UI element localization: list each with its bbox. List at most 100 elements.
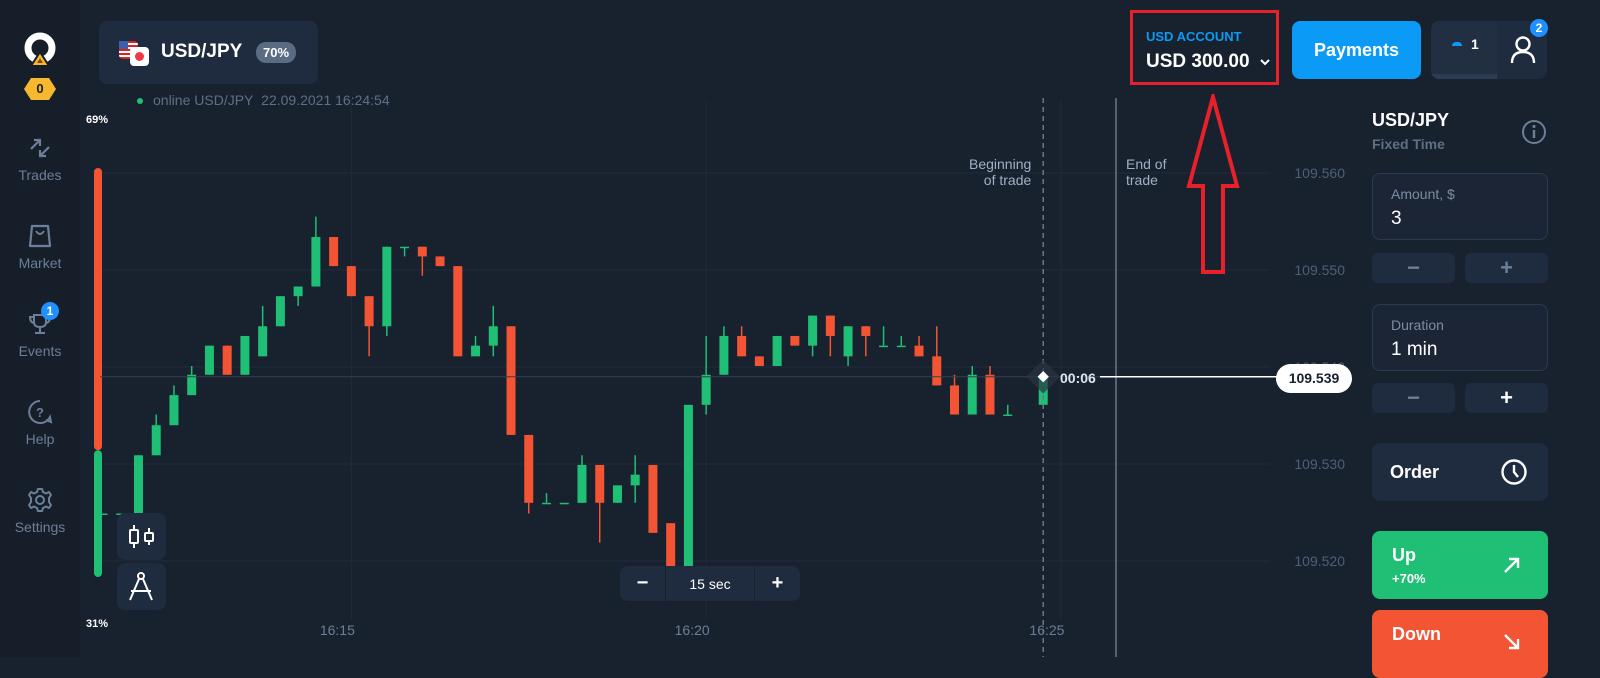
- status-datetime: 22.09.2021 16:24:54: [261, 92, 390, 108]
- price-chart[interactable]: 109.520109.530109.540109.550109.56016:15…: [80, 92, 1356, 657]
- payout-badge: 70%: [256, 42, 297, 63]
- panel-asset: USD/JPY: [1372, 110, 1450, 130]
- profile-icon[interactable]: [1509, 35, 1537, 65]
- candle-body: [825, 315, 835, 336]
- candle-up: [896, 335, 906, 348]
- up-button[interactable]: Up +70%: [1372, 531, 1548, 599]
- candle-down: [950, 374, 960, 415]
- candle-up: [293, 286, 303, 306]
- account-type: USD ACCOUNT: [1146, 29, 1242, 44]
- candle-up: [630, 455, 640, 503]
- candle-body: [506, 326, 516, 435]
- candle-body: [98, 513, 108, 515]
- candle-body: [683, 404, 693, 570]
- candle-body: [417, 246, 427, 257]
- sidebar-item-label: Events: [18, 343, 62, 359]
- label-line: Beginning: [969, 156, 1032, 172]
- candle-up: [577, 455, 587, 503]
- candle-body: [754, 356, 764, 367]
- logo-icon: [24, 32, 56, 67]
- duration-increase-button[interactable]: +: [1465, 383, 1548, 413]
- candle-up: [488, 305, 498, 357]
- candle-body: [843, 326, 853, 357]
- candle-up: [542, 493, 551, 505]
- candle-down: [932, 326, 942, 386]
- candle-down: [861, 326, 871, 357]
- status-text: online USD/JPY: [153, 92, 254, 108]
- down-button[interactable]: Down: [1372, 610, 1548, 678]
- sidebar-item-settings[interactable]: Settings: [0, 487, 80, 535]
- sidebar-item-label: Settings: [14, 519, 66, 535]
- profile-badge: 2: [1530, 19, 1548, 37]
- candle-body: [932, 356, 942, 386]
- amount-value: 3: [1391, 208, 1402, 229]
- y-tick-label: 109.560: [1294, 165, 1345, 181]
- candle-up: [719, 326, 729, 375]
- duration-decrease-button[interactable]: −: [1372, 383, 1455, 413]
- payments-button[interactable]: Payments: [1292, 21, 1421, 79]
- sidebar-item-help[interactable]: ? Help: [0, 399, 80, 447]
- candle-body: [133, 455, 143, 514]
- candle-body: [151, 425, 161, 456]
- amount-label: Amount, $: [1391, 186, 1455, 202]
- account-selector[interactable]: USD ACCOUNT USD 300.00: [1130, 10, 1279, 85]
- status-line: online USD/JPY 22.09.2021 16:24:54: [137, 92, 390, 108]
- open-trades-count: 1: [1471, 36, 1479, 52]
- candle-body: [382, 246, 392, 327]
- candle-down: [790, 335, 800, 346]
- account-balance: USD 300.00: [1146, 51, 1250, 72]
- sidebar-item-events[interactable]: Events 1: [0, 302, 80, 359]
- candle-body: [435, 256, 445, 267]
- candle-body: [772, 335, 782, 367]
- timeframe-control: − 15 sec +: [620, 566, 800, 601]
- duration-field[interactable]: Duration 1 min: [1372, 304, 1548, 371]
- candle-body: [453, 266, 463, 357]
- timeframe-decrease-button[interactable]: −: [620, 566, 666, 601]
- drawing-tools-button[interactable]: [117, 563, 166, 610]
- candle-body: [879, 345, 889, 348]
- candle-body: [612, 485, 622, 503]
- amount-decrease-button[interactable]: −: [1372, 253, 1455, 283]
- trade-timer: 00:06: [1060, 370, 1096, 386]
- candle-body: [488, 326, 498, 346]
- open-trades-button[interactable]: 1: [1431, 21, 1497, 79]
- amount-field[interactable]: Amount, $ 3: [1372, 173, 1548, 240]
- candle-down: [914, 335, 924, 357]
- asset-selector[interactable]: USD/JPY 70%: [99, 21, 318, 84]
- candle-body: [808, 315, 818, 346]
- candle-body: [542, 502, 551, 505]
- order-button[interactable]: Order: [1372, 443, 1548, 501]
- current-point-marker: [1037, 371, 1049, 383]
- candle-up: [967, 366, 977, 415]
- candle-down: [754, 356, 764, 367]
- candle-up: [187, 366, 197, 396]
- candle-body: [896, 345, 906, 348]
- level-badge: 0: [24, 78, 56, 100]
- compass-icon: [129, 572, 153, 601]
- info-icon[interactable]: [1521, 119, 1547, 145]
- panel-mode: Fixed Time: [1372, 136, 1445, 152]
- sidebar-item-market[interactable]: Market: [0, 223, 80, 271]
- candle-up: [772, 335, 782, 367]
- candle-up: [133, 455, 143, 514]
- amount-increase-button[interactable]: +: [1465, 253, 1548, 283]
- candle-down: [329, 237, 339, 267]
- duration-value: 1 min: [1391, 339, 1438, 360]
- logo[interactable]: [23, 32, 57, 73]
- candle-down: [222, 345, 232, 375]
- chart-type-button[interactable]: [117, 513, 166, 560]
- candle-body: [861, 326, 871, 336]
- order-label: Order: [1390, 462, 1440, 482]
- chevron-down-icon: [1260, 59, 1270, 66]
- label-line: trade: [1126, 172, 1158, 188]
- sidebar-item-label: Trades: [18, 167, 62, 183]
- beginning-of-trade-label: Beginning of trade: [969, 156, 1031, 188]
- current-price-label: 109.539: [1276, 364, 1352, 393]
- asset-name: USD/JPY: [161, 41, 243, 62]
- candle-up: [151, 414, 161, 456]
- candle-body: [222, 345, 232, 375]
- timeframe-increase-button[interactable]: +: [754, 566, 800, 601]
- candle-body: [293, 286, 303, 297]
- sidebar-item-trades[interactable]: Trades: [0, 135, 80, 183]
- arrows-icon: [30, 138, 50, 158]
